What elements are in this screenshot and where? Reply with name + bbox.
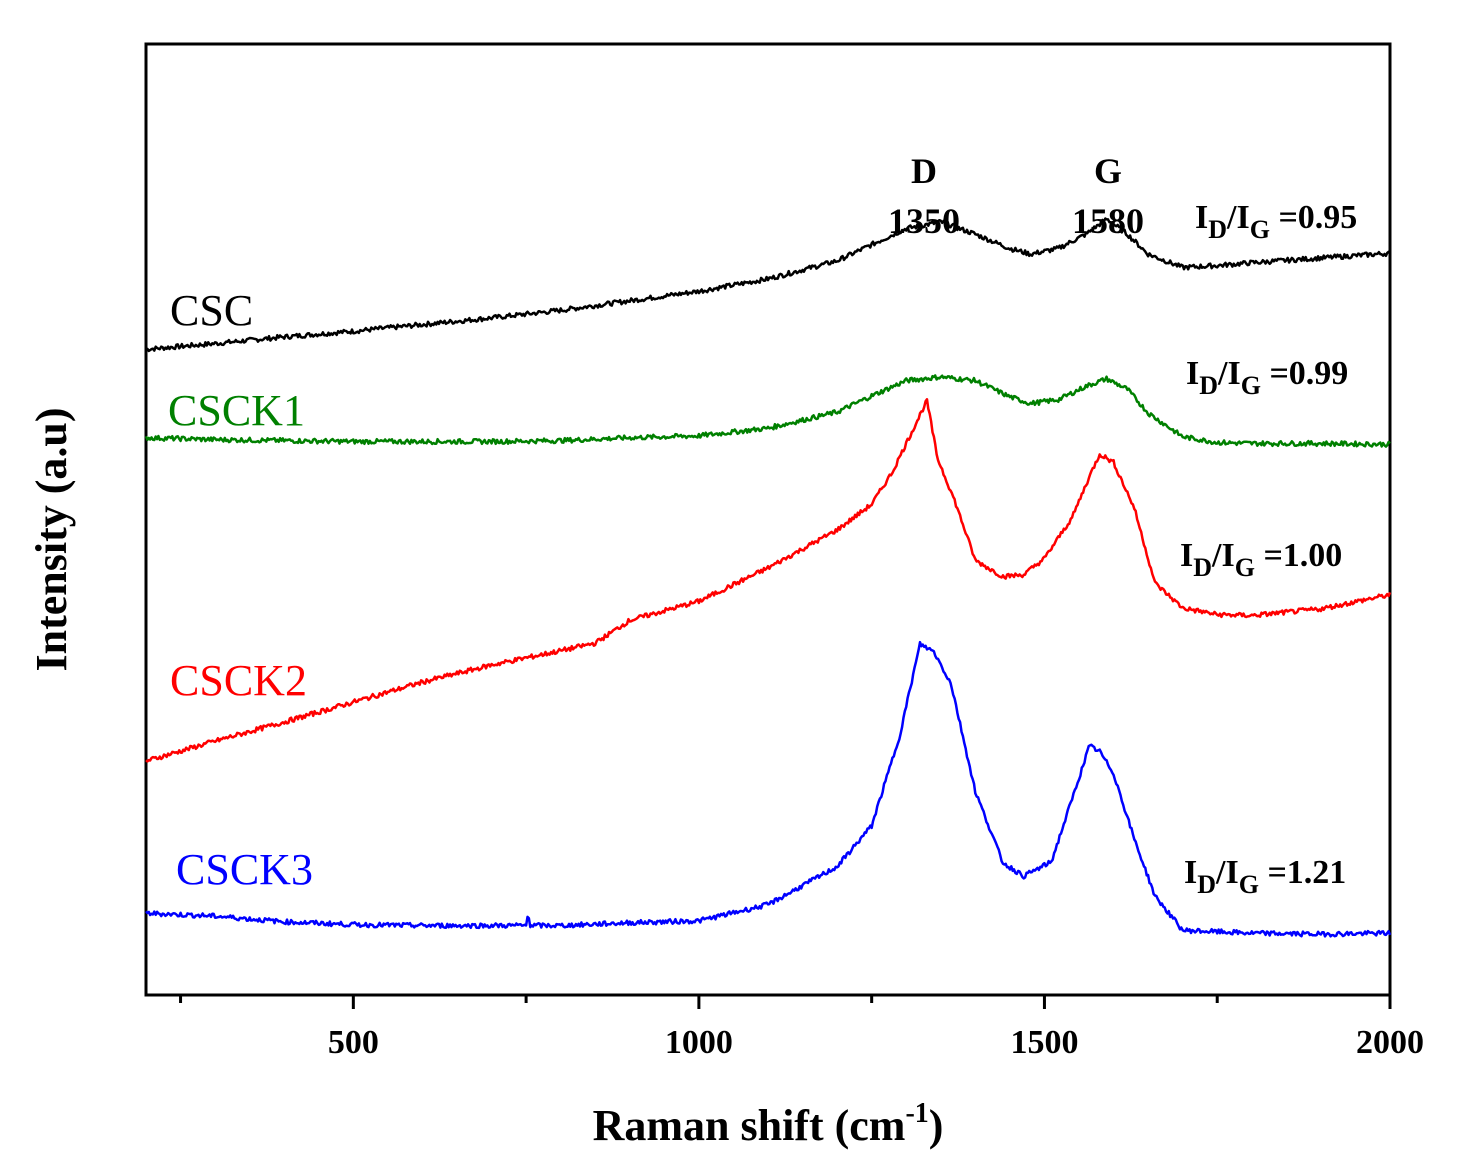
x-axis-ticks [179, 995, 1392, 1009]
series-label-csck3: CSCK3 [176, 845, 313, 894]
ratio-label-csck1: ID/IG =0.99 [1186, 355, 1348, 400]
ratio-part: /I [1215, 854, 1239, 891]
ratio-part: D [1199, 371, 1218, 400]
x-axis-label: Raman shift (cm-1) [593, 1098, 944, 1150]
ratio-part: G [1250, 215, 1270, 244]
ratio-part: D [1193, 553, 1212, 582]
x-tick-label: 2000 [1356, 1024, 1424, 1061]
y-axis-label: Intensity (a.u) [27, 407, 76, 671]
x-axis-tick-labels: 500 1000 1500 2000 [328, 1024, 1424, 1061]
ratio-part: I [1180, 537, 1193, 574]
trace-csc [145, 217, 1391, 353]
x-tick-label: 1500 [1010, 1024, 1078, 1061]
ratio-part: =1.00 [1255, 537, 1342, 574]
x-axis-label-close: ) [929, 1101, 944, 1150]
series-labels: CSC CSCK1 CSCK2 CSCK3 [168, 286, 313, 894]
peak-letter-d: D [911, 151, 937, 191]
trace-csck3 [145, 640, 1392, 938]
plot-frame [144, 42, 1392, 997]
x-tick-label: 1000 [665, 1024, 733, 1061]
ratio-part: G [1235, 553, 1255, 582]
ratio-part: =0.95 [1270, 199, 1357, 236]
ratio-label-csck2: ID/IG =1.00 [1180, 537, 1342, 582]
ratio-part: /I [1217, 355, 1241, 392]
trace-csck2 [145, 398, 1392, 763]
ratio-part: D [1208, 215, 1227, 244]
peak-letter-g: G [1094, 151, 1122, 191]
ratio-label-csck3: ID/IG =1.21 [1184, 854, 1346, 899]
x-axis-label-superscript: -1 [905, 1098, 928, 1129]
ratio-part: G [1239, 870, 1259, 899]
series-label-csc: CSC [170, 286, 253, 335]
ratio-part: =1.21 [1259, 854, 1346, 891]
ratio-part: =0.99 [1261, 355, 1348, 392]
trace-csck1 [144, 374, 1391, 448]
peak-position-d: 1350 [888, 201, 960, 241]
series-label-csck1: CSCK1 [168, 386, 305, 435]
x-tick-label: 500 [328, 1024, 379, 1061]
ratio-part: I [1195, 199, 1208, 236]
x-axis-label-main: Raman shift (cm [593, 1101, 906, 1150]
peak-labels: D 1350 G 1580 [888, 151, 1144, 241]
peak-position-g: 1580 [1072, 201, 1144, 241]
ratio-label-csc: ID/IG =0.95 [1195, 199, 1357, 244]
ratio-part: /I [1211, 537, 1235, 574]
series-label-csck2: CSCK2 [170, 656, 307, 705]
ratio-part: D [1197, 870, 1216, 899]
ratio-part: /I [1226, 199, 1250, 236]
ratio-part: I [1184, 854, 1197, 891]
ratio-part: I [1186, 355, 1199, 392]
ratio-part: G [1241, 371, 1261, 400]
series-traces [144, 217, 1392, 938]
